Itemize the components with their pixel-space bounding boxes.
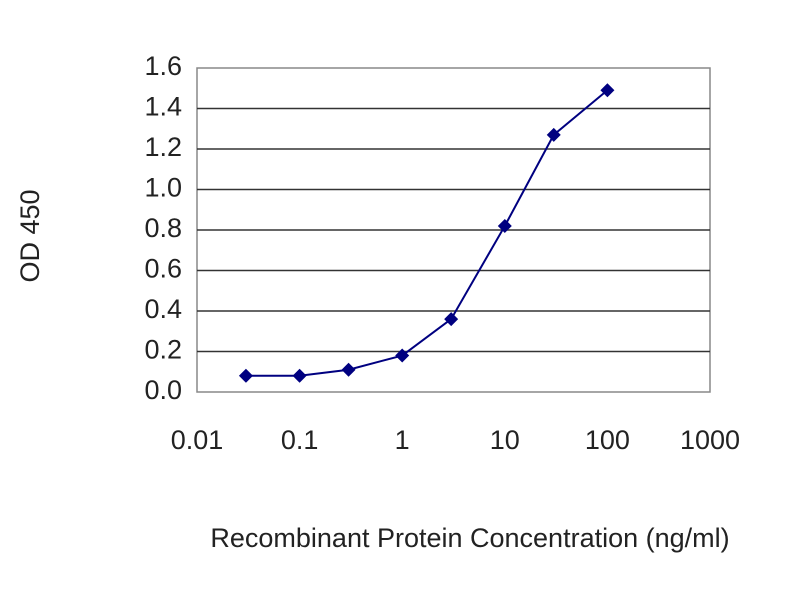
data-marker	[497, 218, 512, 233]
x-tick-label: 1000	[680, 425, 740, 455]
data-marker	[444, 312, 459, 327]
x-axis-title: Recombinant Protein Concentration (ng/ml…	[210, 523, 729, 553]
y-tick-label: 0.6	[144, 254, 182, 284]
y-tick-label: 1.6	[144, 51, 182, 81]
data-line	[245, 89, 609, 377]
x-tick-label: 100	[585, 425, 630, 455]
data-marker	[238, 368, 253, 383]
data-marker	[292, 368, 307, 383]
y-tick-label: 0.8	[144, 213, 182, 243]
data-marker	[395, 348, 410, 363]
x-tick-label: 0.01	[171, 425, 224, 455]
x-tick-label: 1	[395, 425, 410, 455]
y-tick-label: 1.2	[144, 132, 182, 162]
y-tick-label: 1.0	[144, 173, 182, 203]
y-axis-title: OD 450	[15, 189, 45, 282]
data-marker	[600, 83, 615, 98]
y-tick-label: 0.2	[144, 335, 182, 365]
data-marker	[341, 362, 356, 377]
data-marker	[546, 127, 561, 142]
y-tick-label: 0.4	[144, 294, 182, 324]
y-tick-label: 0.0	[144, 375, 182, 405]
x-tick-label: 10	[490, 425, 520, 455]
y-tick-label: 1.4	[144, 92, 182, 122]
x-tick-label: 0.1	[281, 425, 319, 455]
